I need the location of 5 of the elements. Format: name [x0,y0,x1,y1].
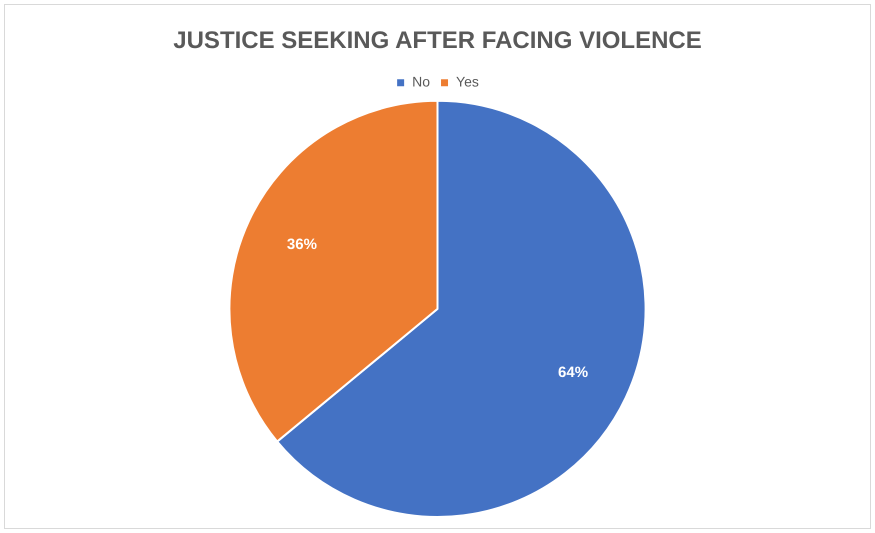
data-label: 64% [558,364,588,381]
legend-label: Yes [456,74,479,90]
data-label: 36% [286,236,317,254]
legend-label: No [412,74,430,90]
chart-title: JUSTICE SEEKING AFTER FACING VIOLENCE [173,27,702,54]
